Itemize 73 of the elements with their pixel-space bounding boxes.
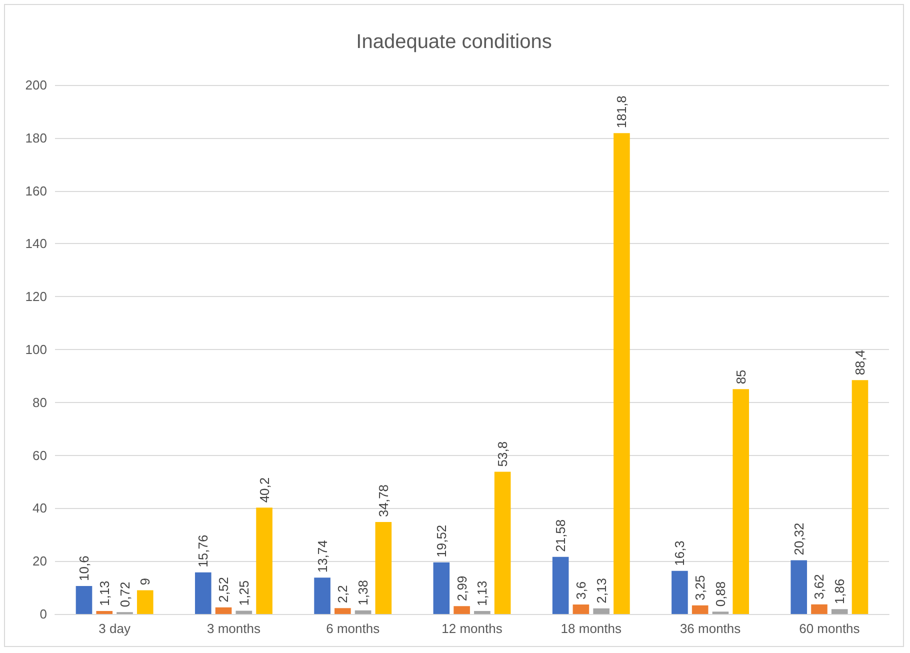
y-tick-label: 0 xyxy=(40,606,47,622)
bar xyxy=(811,604,828,614)
data-label: 19,52 xyxy=(434,524,449,558)
data-label: 181,8 xyxy=(614,96,630,128)
y-tick-label: 140 xyxy=(25,236,47,252)
data-label: 1,86 xyxy=(832,578,848,604)
bar xyxy=(375,522,392,614)
x-tick-label: 36 months xyxy=(680,621,742,636)
data-label: 53,8 xyxy=(495,441,510,467)
bar xyxy=(572,604,590,614)
data-label: 21,58 xyxy=(553,519,568,552)
x-tick-label: 3 day xyxy=(98,621,131,636)
bar xyxy=(552,556,569,614)
data-label: 1,13 xyxy=(96,580,112,606)
y-tick-label: 120 xyxy=(25,289,47,304)
data-label: 20,32 xyxy=(791,522,806,556)
y-tick-label: 100 xyxy=(25,342,47,357)
bar xyxy=(474,611,490,614)
bar xyxy=(614,133,630,614)
data-label: 10,6 xyxy=(76,556,92,581)
data-label: 3,6 xyxy=(573,581,588,600)
chart-title: Inadequate conditions xyxy=(356,31,552,53)
bar xyxy=(732,389,750,614)
bar xyxy=(593,608,610,614)
bar xyxy=(831,609,848,614)
data-label: 16,3 xyxy=(672,540,688,566)
bar xyxy=(790,560,808,614)
data-label: 1,38 xyxy=(356,580,371,606)
bar xyxy=(852,380,868,614)
bar xyxy=(454,606,470,614)
y-tick-label: 40 xyxy=(32,500,47,516)
bar xyxy=(672,570,688,614)
bar xyxy=(236,610,252,614)
y-tick-label: 60 xyxy=(32,448,47,463)
y-tick-label: 80 xyxy=(32,394,47,410)
x-tick-label: 3 months xyxy=(206,621,261,636)
bar xyxy=(194,572,212,614)
data-label: 3,62 xyxy=(812,574,827,600)
data-label: 2,2 xyxy=(335,585,350,604)
bar xyxy=(494,472,511,614)
bar xyxy=(96,611,113,614)
data-label: 1,25 xyxy=(236,580,252,606)
x-tick-label: 6 months xyxy=(326,621,380,636)
y-tick-label: 20 xyxy=(32,554,47,569)
bar xyxy=(136,590,154,614)
data-label: 15,76 xyxy=(196,534,211,568)
data-label: 2,13 xyxy=(594,578,609,604)
data-label: 85 xyxy=(733,370,748,384)
data-label: 13,74 xyxy=(314,540,330,573)
y-tick-label: 180 xyxy=(25,130,47,146)
data-label: 2,99 xyxy=(454,576,470,602)
data-label: 2,52 xyxy=(216,577,232,602)
bar xyxy=(314,578,330,614)
data-label: 0,72 xyxy=(117,582,132,608)
bar xyxy=(256,508,272,614)
data-label: 1,13 xyxy=(474,580,490,606)
bar xyxy=(692,605,708,614)
x-tick-label: 60 months xyxy=(799,621,860,636)
data-label: 40,2 xyxy=(256,477,272,503)
data-label: 0,88 xyxy=(712,581,728,607)
x-tick-label: 18 months xyxy=(560,621,622,636)
bar xyxy=(76,586,92,614)
bar xyxy=(334,608,351,614)
data-label: 9 xyxy=(138,578,153,586)
bar xyxy=(433,562,450,614)
data-label: 88,4 xyxy=(852,350,868,376)
data-label: 34,78 xyxy=(376,484,391,518)
y-tick-label: 200 xyxy=(25,78,47,92)
y-tick-label: 160 xyxy=(25,183,47,198)
bar xyxy=(354,610,372,614)
data-label: 3,25 xyxy=(692,575,708,600)
x-tick-label: 12 months xyxy=(442,621,503,636)
bar xyxy=(215,607,232,614)
